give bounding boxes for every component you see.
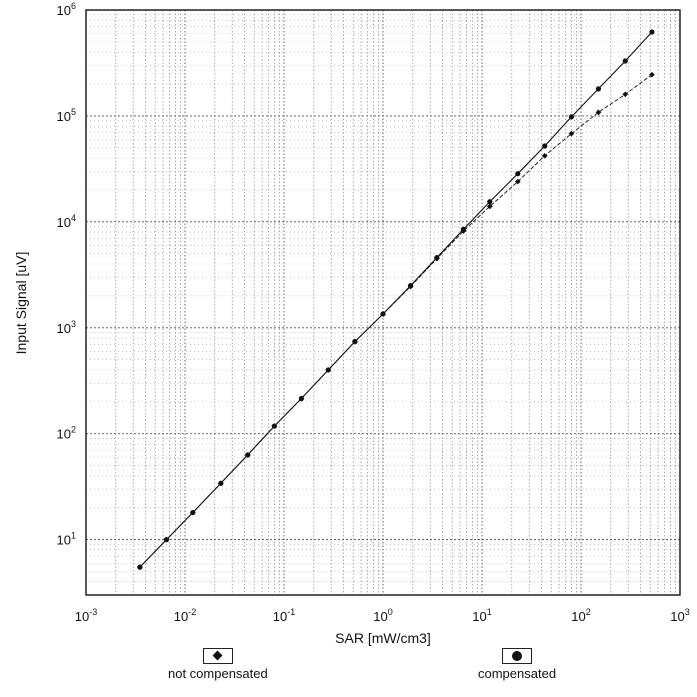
data-point [137, 564, 143, 570]
legend-marker-box [502, 648, 533, 664]
data-point [595, 86, 602, 92]
legend-label: not compensated [168, 666, 268, 681]
data-point [245, 452, 251, 458]
series-line [139, 74, 653, 568]
y-tick-label: 105 [57, 107, 76, 124]
series-layer [137, 29, 655, 570]
legend-marker-box [202, 648, 233, 664]
data-point [407, 283, 414, 289]
grid [86, 10, 680, 595]
diamond-marker-icon [212, 650, 223, 661]
data-point [515, 171, 521, 177]
data-point [271, 423, 278, 429]
data-point [568, 114, 575, 120]
data-point [541, 153, 548, 159]
series-line [139, 31, 653, 568]
y-tick-labels: 101 102 103 104 105 106 [57, 1, 76, 548]
data-point [622, 58, 628, 64]
legend-item-compensated: compensated [478, 648, 556, 681]
data-point [487, 203, 493, 210]
data-point [460, 226, 467, 232]
legend-label: compensated [478, 666, 557, 681]
x-axis-label: SAR [mW/cm3] [335, 630, 431, 646]
y-tick-label: 102 [57, 425, 76, 442]
x-tick-label: 10-3 [75, 607, 97, 624]
data-point [542, 143, 548, 149]
circle-marker-icon [512, 651, 523, 661]
data-point [568, 130, 575, 137]
data-point [622, 91, 629, 98]
data-point [595, 109, 602, 116]
data-point [298, 395, 305, 402]
y-tick-label: 106 [57, 1, 76, 18]
y-tick-label: 104 [57, 213, 76, 230]
x-tick-label: 101 [472, 607, 491, 624]
data-point [514, 178, 521, 185]
x-tick-label: 102 [571, 607, 590, 624]
data-point [190, 509, 196, 516]
y-axis-label: Input Signal [uV] [13, 252, 29, 355]
data-point [649, 71, 655, 78]
x-tick-labels: 10-3 10-2 10-1 100 101 102 103 [75, 607, 690, 624]
data-point [218, 480, 224, 486]
data-point [487, 199, 493, 205]
legend-item-not-compensated: not compensated [168, 648, 268, 681]
x-tick-label: 10-1 [273, 607, 295, 624]
y-tick-label: 103 [57, 319, 76, 336]
data-point [649, 29, 655, 35]
data-point [163, 537, 170, 543]
x-tick-label: 100 [373, 607, 392, 624]
series-compensated [137, 29, 655, 570]
x-tick-label: 103 [670, 607, 689, 624]
y-tick-label: 101 [57, 531, 76, 548]
plot-frame [85, 9, 681, 596]
data-point [325, 367, 331, 373]
data-point [434, 254, 440, 261]
data-point [380, 311, 386, 317]
x-tick-label: 10-2 [174, 607, 196, 624]
data-point [352, 339, 358, 345]
